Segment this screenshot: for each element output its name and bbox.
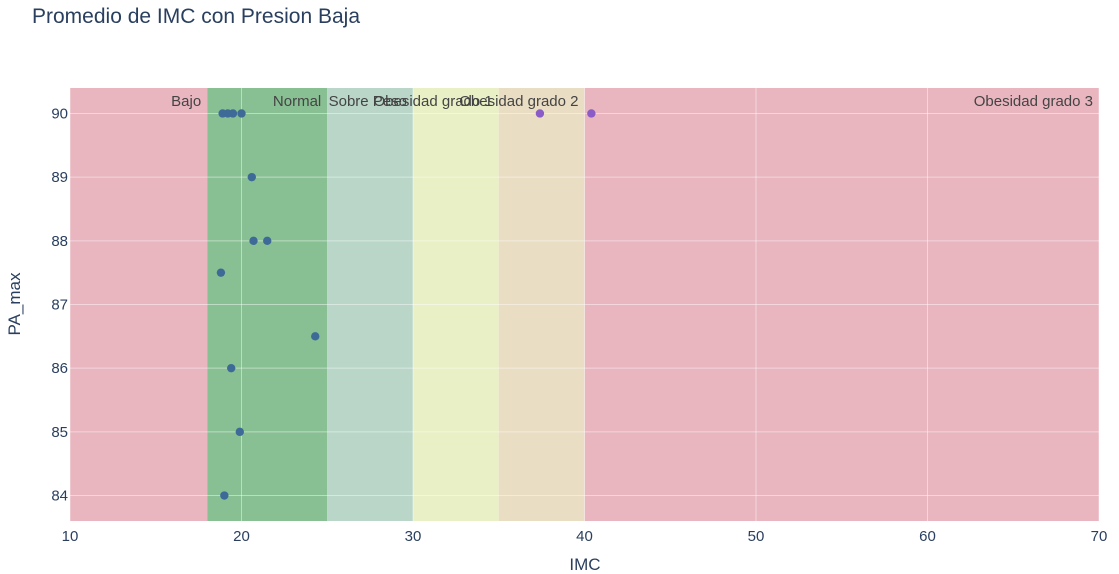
band-label-0: Bajo [171,93,201,110]
y-tick-label-5: 89 [51,169,68,186]
band-label-4: Obesidad grado 2 [459,93,578,110]
band-1 [207,88,328,521]
x-tick-label-4: 50 [748,528,765,545]
data-point-s0-5[interactable] [249,236,258,246]
y-tick-label-1: 85 [51,424,68,441]
band-label-2: Sobre Peso [329,93,407,110]
bands-layer [70,88,1099,521]
band-label-1: Normal [273,93,321,110]
data-point-s0-4[interactable] [247,172,256,182]
data-point-s0-11[interactable] [220,491,229,500]
band-3 [413,88,499,521]
data-point-s0-10[interactable] [235,427,244,437]
data-point-s0-2[interactable] [228,109,238,118]
grid-layer [69,88,1100,521]
y-tick-label-6: 90 [51,105,68,122]
x-tick-label-2: 30 [405,528,422,545]
y-tick-label-0: 84 [51,488,68,505]
x-tick-label-3: 40 [576,528,593,545]
x-tick-label-1: 20 [233,528,250,545]
y-ticks-layer: 84 85 86 87 88 89 90 [51,105,68,504]
data-point-s0-3[interactable] [237,109,246,118]
data-point-s1-0[interactable] [535,109,545,118]
x-tick-label-5: 60 [919,528,936,545]
data-point-s0-7[interactable] [216,268,226,277]
x-tick-label-0: 10 [62,528,79,545]
points-layer [216,109,596,500]
y-tick-label-4: 88 [51,233,68,250]
data-point-s0-6[interactable] [263,236,272,246]
x-axis-label: IMC [569,555,600,574]
x-ticks-layer: 10 20 30 40 50 60 70 [62,528,1108,545]
band-5 [584,88,1099,521]
data-point-s0-9[interactable] [227,363,236,373]
y-tick-label-2: 86 [51,360,68,377]
band-2 [327,88,413,521]
x-tick-label-6: 70 [1091,528,1108,545]
data-point-s0-8[interactable] [311,332,320,341]
y-axis-label: PA_max [5,272,24,335]
band-4 [498,88,585,521]
band-0 [70,88,208,521]
y-tick-label-3: 87 [51,297,68,314]
band-label-5: Obesidad grado 3 [974,93,1093,110]
chart-title: Promedio de IMC con Presion Baja [32,5,360,28]
data-point-s1-1[interactable] [587,109,596,118]
band-label-3: Obesidad grado 1 [373,93,492,110]
